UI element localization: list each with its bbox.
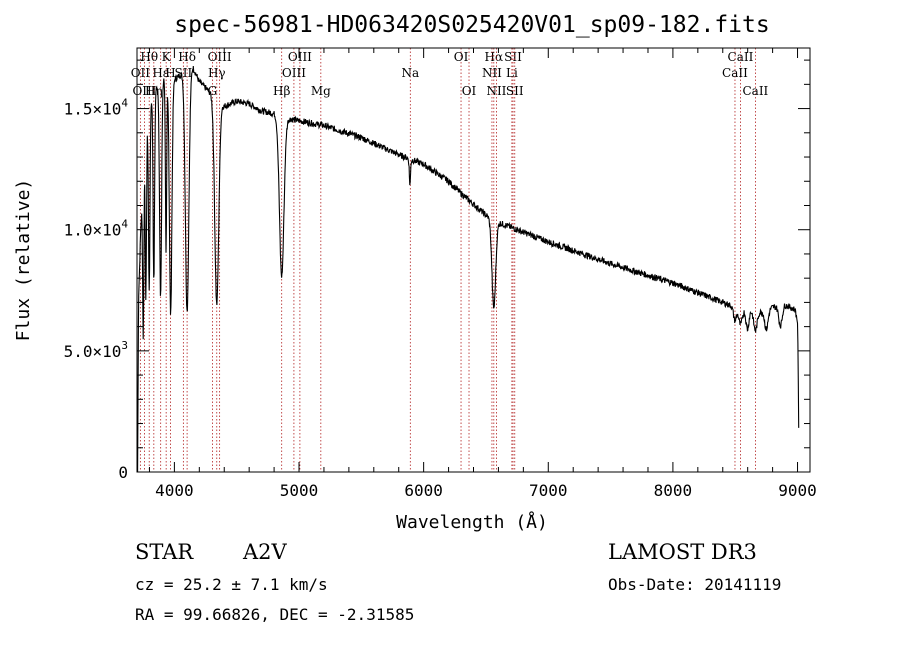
marker-label-13: OIII [288, 50, 312, 64]
marker-label-15: Mg [311, 84, 331, 98]
marker-label-25: CaII [728, 50, 754, 64]
object-type: STAR [135, 540, 194, 564]
observation-date: Obs-Date: 20141119 [608, 575, 782, 594]
marker-label-24: SII [506, 84, 524, 98]
marker-label-21: NII [486, 84, 506, 98]
marker-label-2: OIII [132, 84, 156, 98]
y-axis-label: Flux (relative) [13, 179, 34, 342]
marker-label-6: Hη [145, 84, 163, 98]
chart-title: spec-56981-HD063420S025420V01_sp09-182.f… [174, 12, 769, 38]
x-tick-label: 7000 [529, 481, 568, 500]
marker-label-12: Hβ [273, 84, 290, 98]
survey-name: LAMOST DR3 [608, 540, 757, 564]
marker-label-1: OII [131, 66, 151, 80]
y-tick-label: 1.5×104 [64, 97, 129, 119]
marker-label-14: OIII [282, 66, 306, 80]
redshift-info: cz = 25.2 ± 7.1 km/s [135, 575, 328, 594]
marker-label-18: OI [462, 84, 477, 98]
marker-label-4: Hε [152, 66, 169, 80]
marker-label-0: Hθ [140, 50, 158, 64]
x-tick-label: 6000 [404, 481, 443, 500]
marker-label-10: Hγ [208, 66, 226, 80]
x-tick-label: 5000 [280, 481, 319, 500]
marker-label-22: SII [504, 50, 522, 64]
x-tick-label: 4000 [155, 481, 194, 500]
y-tick-label: 1.0×104 [64, 218, 129, 240]
axis-ticks: 4000 5000 6000 7000 8000 9000 0 5.0×103 1.0×104 1… [64, 48, 817, 500]
spectral-class: A2V [243, 540, 287, 564]
marker-label-8: Hδ [178, 50, 196, 64]
marker-label-3: K [162, 50, 172, 64]
marker-label-27: CaII [742, 84, 768, 98]
marker-label-26: CaII [722, 66, 748, 80]
marker-label-11: G [208, 84, 218, 98]
y-tick-label: 0 [118, 463, 128, 482]
marker-label-16: Na [401, 66, 419, 80]
marker-label-20: NII [482, 66, 502, 80]
coordinates: RA = 99.66826, DEC = -2.31585 [135, 605, 415, 624]
x-tick-label: 8000 [654, 481, 693, 500]
x-tick-label: 9000 [778, 481, 817, 500]
marker-label-17: OI [454, 50, 469, 64]
spectrum-line [137, 65, 800, 473]
marker-label-9: OIII [208, 50, 232, 64]
marker-label-19: Hα [485, 50, 504, 64]
marker-label-23: Li [506, 66, 518, 80]
y-tick-label: 5.0×103 [64, 339, 128, 361]
marker-label-5: H [165, 66, 175, 80]
x-axis-label: Wavelength (Å) [396, 511, 548, 533]
